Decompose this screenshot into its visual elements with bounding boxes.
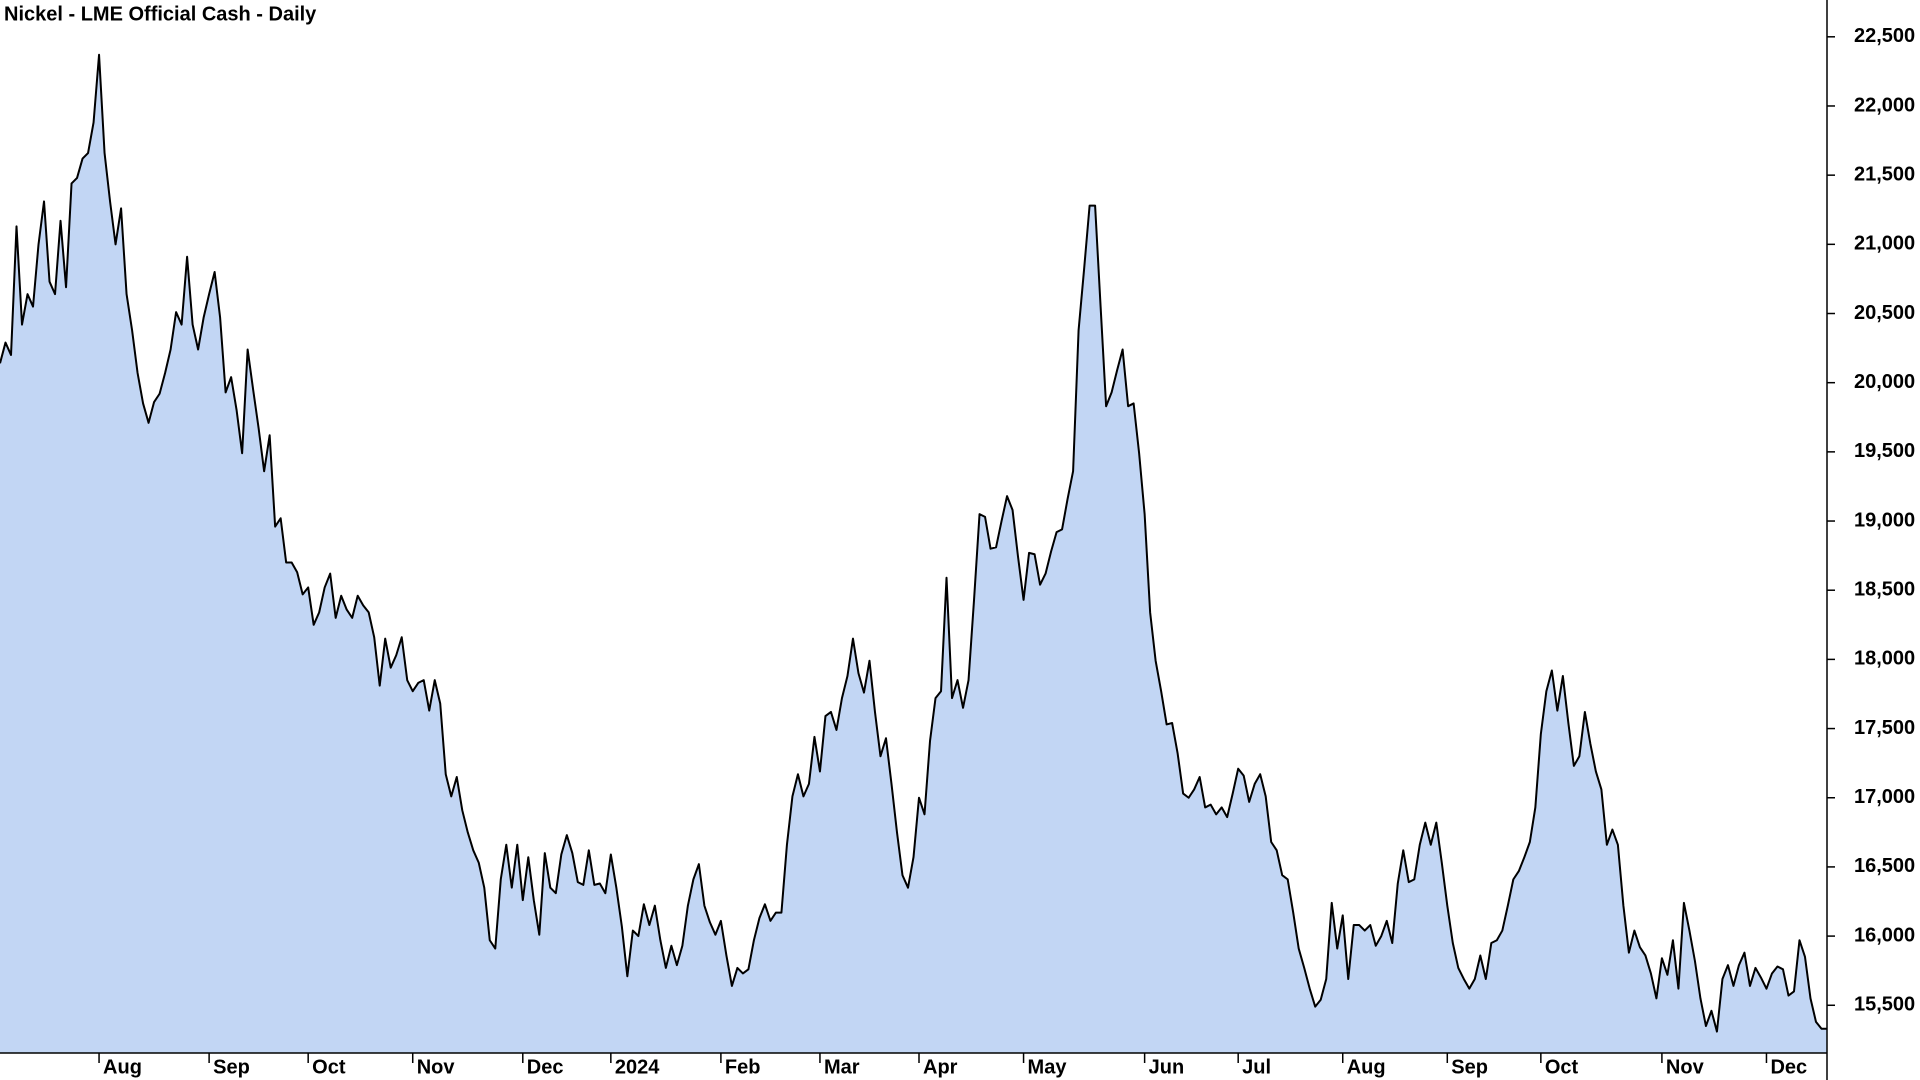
y-tick-label: 16,500	[1854, 855, 1915, 877]
x-tick-label: Aug	[1347, 1056, 1386, 1078]
y-tick-label: 19,500	[1854, 440, 1915, 462]
x-tick-label: Nov	[1666, 1056, 1705, 1078]
x-tick-label: Jul	[1242, 1056, 1271, 1078]
x-tick-label: Oct	[1545, 1056, 1579, 1078]
plot-area	[0, 53, 1827, 1054]
y-tick-label: 22,500	[1854, 25, 1915, 47]
y-tick-label: 22,000	[1854, 94, 1915, 116]
x-tick-label: Apr	[923, 1056, 958, 1078]
y-tick-label: 18,000	[1854, 648, 1915, 670]
area	[0, 54, 1827, 1054]
y-tick-label: 20,500	[1854, 302, 1915, 324]
x-tick-label: Dec	[527, 1056, 564, 1078]
x-tick-label: 2024	[615, 1056, 660, 1078]
y-tick-label: 21,000	[1854, 233, 1915, 255]
x-tick-label: Sep	[213, 1056, 250, 1078]
x-tick-label: Aug	[103, 1056, 142, 1078]
x-tick-label: Dec	[1770, 1056, 1807, 1078]
y-tick-label: 18,500	[1854, 578, 1915, 600]
x-tick-label: Mar	[824, 1056, 860, 1078]
x-tick-label: Nov	[417, 1056, 456, 1078]
price-line	[0, 53, 1827, 1033]
x-tick-label: May	[1028, 1056, 1068, 1078]
x-tick-label: Sep	[1451, 1056, 1488, 1078]
y-tick-label: 20,000	[1854, 371, 1915, 393]
y-tick-label: 16,000	[1854, 924, 1915, 946]
y-tick-label: 17,500	[1854, 717, 1915, 739]
x-tick-label: Feb	[725, 1056, 761, 1078]
x-tick-label: Oct	[312, 1056, 346, 1078]
y-tick-label: 15,500	[1854, 994, 1915, 1016]
y-tick-label: 17,000	[1854, 786, 1915, 808]
y-tick-label: 19,000	[1854, 509, 1915, 531]
y-tick-label: 21,500	[1854, 163, 1915, 185]
x-tick-label: Jun	[1149, 1056, 1185, 1078]
chart-title: Nickel - LME Official Cash - Daily	[4, 3, 317, 25]
